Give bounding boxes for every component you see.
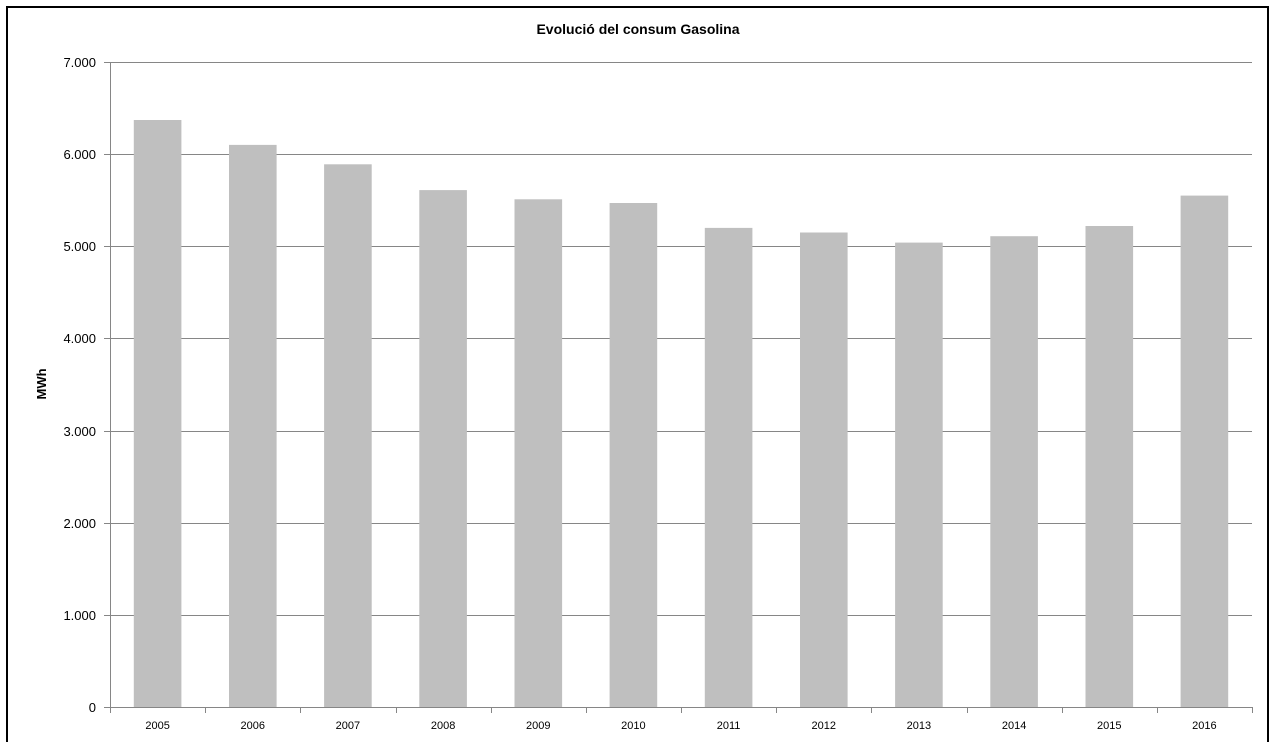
bar-2006 <box>229 144 277 707</box>
bar-2016 <box>1180 195 1229 707</box>
bar-2014 <box>990 236 1038 707</box>
y-tick-labels: 0 1.000 2.000 3.000 4.000 5.000 6.000 7.000 <box>63 55 96 715</box>
bar-2008 <box>419 190 467 708</box>
x-tick-label: 2006 <box>241 720 265 732</box>
x-tick-label: 2009 <box>526 720 550 732</box>
y-tick-label: 1.000 <box>63 608 96 623</box>
y-tick-label: 7.000 <box>63 55 96 70</box>
bar-2009 <box>514 199 563 708</box>
y-axis-title: MWh <box>34 368 49 399</box>
bars <box>133 120 1229 708</box>
bar-2005 <box>133 120 182 707</box>
x-tick-labels: 2005 2006 2007 2008 2009 2010 2011 2012 2013 2014… <box>145 720 1216 732</box>
x-tick-label: 2013 <box>907 720 931 732</box>
x-tick-label: 2015 <box>1097 720 1121 732</box>
x-tick-label: 2007 <box>336 720 360 732</box>
bar-2011 <box>704 227 753 707</box>
bar-2010 <box>609 203 658 707</box>
x-tick-label: 2014 <box>1002 720 1026 732</box>
y-tick-label: 6.000 <box>63 147 96 162</box>
x-tick-label: 2008 <box>431 720 455 732</box>
x-tick-label: 2016 <box>1192 720 1216 732</box>
x-tick-label: 2012 <box>812 720 836 732</box>
y-tick-label: 3.000 <box>63 424 96 439</box>
x-tick-label: 2011 <box>717 720 741 732</box>
bar-2015 <box>1085 226 1134 707</box>
y-tick-label: 0 <box>89 700 96 715</box>
y-tick-label: 5.000 <box>63 239 96 254</box>
x-tick-label: 2010 <box>621 720 645 732</box>
x-tick-label: 2005 <box>145 720 169 732</box>
bar-2012 <box>800 232 848 707</box>
y-tick-label: 2.000 <box>63 516 96 531</box>
chart-title: Evolució del consum Gasolina <box>536 21 739 37</box>
y-tick-label: 4.000 <box>63 331 96 346</box>
axes <box>104 62 1253 713</box>
bar-2007 <box>324 164 372 708</box>
gridlines <box>110 62 1252 616</box>
bar-2013 <box>895 242 943 707</box>
